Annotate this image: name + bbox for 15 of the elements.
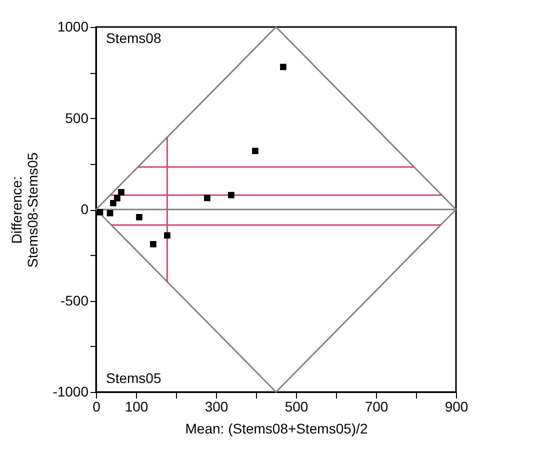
x-tick-label: 0 [92, 398, 101, 414]
y-tick-label: 500 [65, 110, 89, 126]
annotation: Stems05 [106, 370, 162, 386]
x-tick-label: 900 [444, 398, 468, 414]
x-tick-label: 700 [364, 398, 388, 414]
y-axis-title: Difference: Stems08-Stems05 [8, 152, 41, 268]
y-tick-label: -1000 [52, 384, 89, 400]
x-axis-title: Mean: (Stems08+Stems05)/2 [185, 420, 368, 436]
annotation: Stems08 [106, 30, 162, 46]
y-tick-label: -500 [60, 292, 89, 308]
x-tick-label: 100 [124, 398, 148, 414]
y-tick-label: 1000 [57, 18, 89, 34]
x-tick-label: 300 [204, 398, 228, 414]
x-tick-label: 500 [284, 398, 308, 414]
y-tick-label: 0 [80, 201, 89, 217]
